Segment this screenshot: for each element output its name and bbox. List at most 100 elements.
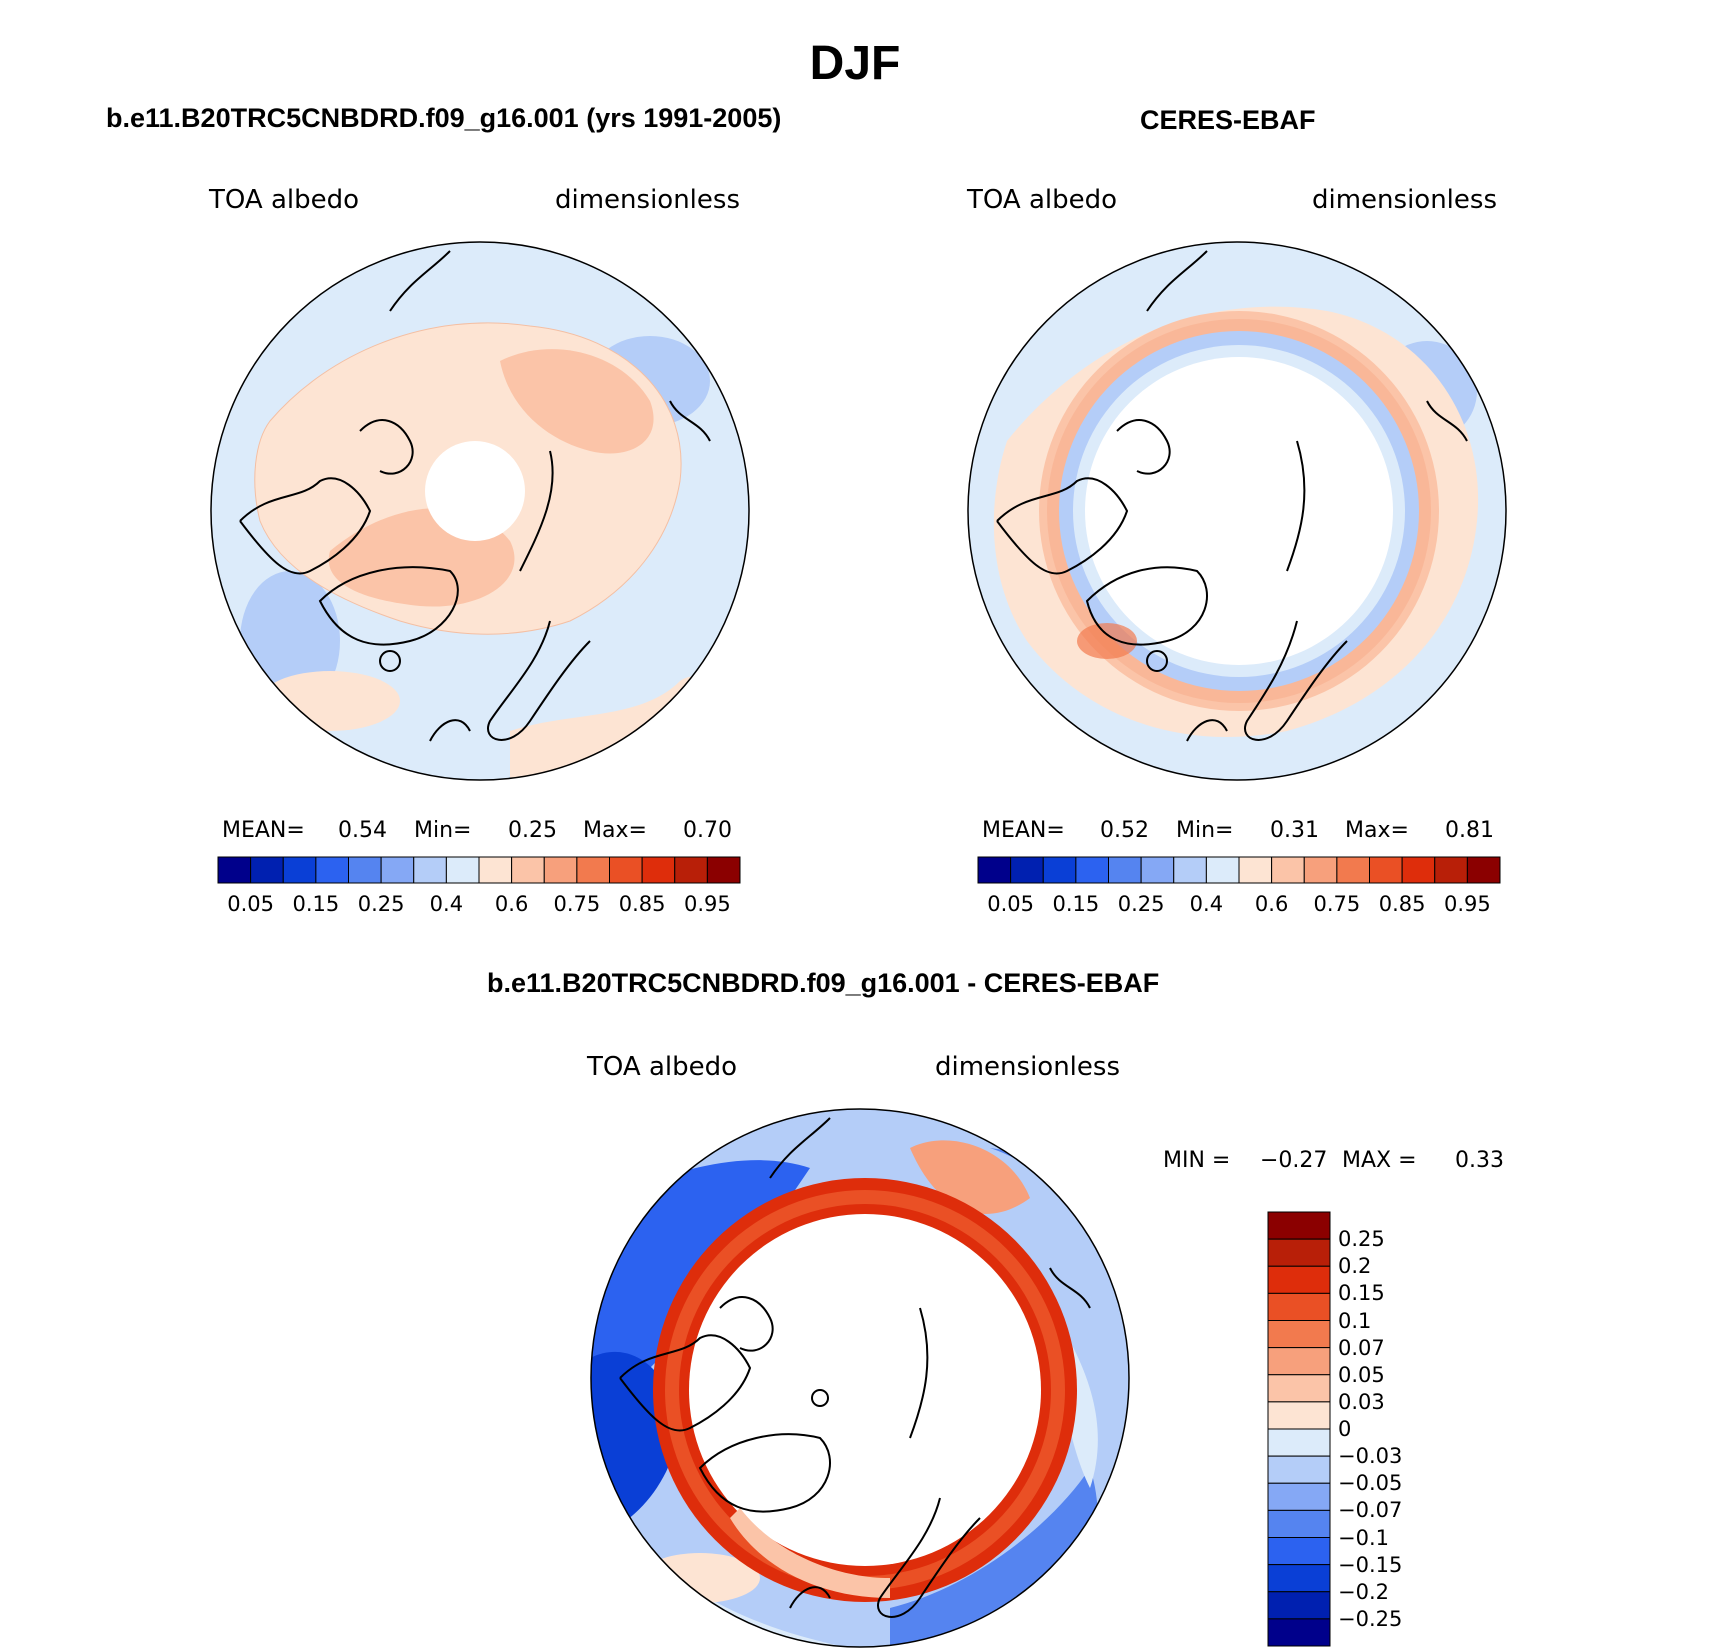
- colorbar-tick-label: 0.2: [1338, 1254, 1372, 1279]
- colorbar-tick-label: 0.4: [1189, 892, 1224, 916]
- colorbar-swatch: [1267, 1320, 1331, 1349]
- colorbar-swatch: [511, 856, 545, 884]
- panel-3-polar-map: [590, 1108, 1130, 1648]
- colorbar-swatch: [1267, 1564, 1331, 1593]
- colorbar-tick-label: 0.07: [1338, 1335, 1385, 1360]
- colorbar-tick-label: −0.15: [1338, 1552, 1403, 1577]
- colorbar-tick-label: −0.25: [1338, 1606, 1403, 1631]
- coastlines: [619, 1117, 1091, 1618]
- panel-2-units-label: dimensionless: [1312, 185, 1497, 215]
- colorbar-swatch: [706, 856, 741, 884]
- panel-1-colorbar: [217, 856, 741, 884]
- colorbar-tick-label: 0.6: [494, 892, 529, 916]
- colorbar-tick-label: 0.15: [1338, 1281, 1385, 1306]
- colorbar-swatch: [1075, 856, 1109, 884]
- colorbar-tick-label: 0.25: [1338, 1227, 1385, 1252]
- colorbar-swatch: [1267, 1618, 1331, 1647]
- colorbar-swatch: [1267, 1591, 1331, 1620]
- colorbar-swatch: [1267, 1238, 1331, 1267]
- colorbar-tick-label: 0.25: [357, 892, 405, 916]
- colorbar-swatch: [1466, 856, 1501, 884]
- colorbar-swatch: [1238, 856, 1273, 884]
- colorbar-swatch: [1267, 1537, 1331, 1566]
- colorbar-swatch: [1267, 1509, 1331, 1538]
- colorbar-tick-label: 0.05: [987, 892, 1035, 916]
- panel-3-max-value: 0.33: [1455, 1148, 1504, 1173]
- colorbar-tick-label: 0.03: [1338, 1389, 1385, 1414]
- colorbar-swatch: [413, 856, 447, 884]
- panel-3-units-label: dimensionless: [935, 1052, 1120, 1082]
- panel-2-min-label: Min=: [1176, 818, 1234, 843]
- colorbar-tick-label: 0.95: [1443, 892, 1491, 916]
- colorbar-swatch: [674, 856, 708, 884]
- colorbar-tick-label: −0.05: [1338, 1471, 1403, 1496]
- colorbar-tick-label: 0.6: [1254, 892, 1289, 916]
- colorbar-swatch: [315, 856, 349, 884]
- colorbar-tick-label: −0.03: [1338, 1444, 1403, 1469]
- panel-1-mean-value: 0.54: [338, 818, 387, 843]
- colorbar-tick-label: 0.85: [1378, 892, 1426, 916]
- colorbar-tick-label: 0.25: [1117, 892, 1165, 916]
- panel-1-mean-label: MEAN=: [222, 818, 305, 843]
- colorbar-swatch: [250, 856, 284, 884]
- panel-2-mean-value: 0.52: [1100, 818, 1149, 843]
- missing-data-region: [689, 1214, 1041, 1566]
- colorbar-swatch: [1267, 1265, 1331, 1294]
- colorbar-tick-label: 0.75: [553, 892, 601, 916]
- colorbar-tick-label: 0.1: [1338, 1308, 1372, 1333]
- missing-data-region: [1085, 357, 1393, 665]
- colorbar-swatch: [1303, 856, 1338, 884]
- colorbar-swatch: [1336, 856, 1370, 884]
- panel-3-colorbar: [1267, 1211, 1331, 1647]
- colorbar-swatch: [1267, 1401, 1331, 1430]
- colorbar-tick-label: 0.95: [683, 892, 731, 916]
- colorbar-swatch: [478, 856, 513, 884]
- panel-3-variable-label: TOA albedo: [587, 1052, 738, 1082]
- panel-2-title: CERES-EBAF: [1140, 105, 1316, 135]
- colorbar-tick-label: 0.05: [227, 892, 275, 916]
- colorbar-tick-label: −0.1: [1338, 1525, 1389, 1550]
- colorbar-swatch: [1267, 1211, 1331, 1240]
- colorbar-swatch: [543, 856, 578, 884]
- colorbar-tick-label: 0.05: [1338, 1362, 1385, 1387]
- colorbar-swatch: [1271, 856, 1305, 884]
- panel-2-max-label: Max=: [1345, 818, 1409, 843]
- colorbar-swatch: [1369, 856, 1403, 884]
- coastlines: [239, 250, 711, 742]
- panel-1-max-value: 0.70: [683, 818, 732, 843]
- colorbar-swatch: [1010, 856, 1044, 884]
- panel-2-polar-map: [967, 241, 1507, 781]
- colorbar-swatch: [1267, 1482, 1331, 1511]
- missing-data-pole: [425, 441, 525, 541]
- panel-1-min-value: 0.25: [508, 818, 557, 843]
- colorbar-swatch: [1140, 856, 1175, 884]
- colorbar-tick-label: 0.75: [1313, 892, 1361, 916]
- coastlines: [996, 250, 1468, 742]
- panel-1-min-label: Min=: [414, 818, 472, 843]
- colorbar-swatch: [217, 856, 252, 884]
- colorbar-tick-label: −0.2: [1338, 1579, 1389, 1604]
- colorbar-swatch: [609, 856, 643, 884]
- colorbar-tick-label: 0.15: [1052, 892, 1100, 916]
- figure-title: DJF: [809, 37, 901, 90]
- colorbar-tick-label: 0.4: [429, 892, 464, 916]
- panel-2-max-value: 0.81: [1445, 818, 1494, 843]
- panel-1-polar-map: [210, 241, 750, 781]
- colorbar-swatch: [380, 856, 415, 884]
- colorbar-swatch: [348, 856, 382, 884]
- colorbar-swatch: [641, 856, 676, 884]
- colorbar-swatch: [1042, 856, 1077, 884]
- panel-2-mean-label: MEAN=: [982, 818, 1065, 843]
- colorbar-swatch: [1267, 1347, 1331, 1376]
- panel-2-min-value: 0.31: [1270, 818, 1319, 843]
- colorbar-swatch: [1267, 1455, 1331, 1484]
- panel-3-title: b.e11.B20TRC5CNBDRD.f09_g16.001 - CERES-…: [487, 968, 1160, 998]
- colorbar-swatch: [1267, 1428, 1331, 1457]
- colorbar-swatch: [282, 856, 317, 884]
- colorbar-swatch: [576, 856, 610, 884]
- colorbar-swatch: [1173, 856, 1207, 884]
- panel-1-title: b.e11.B20TRC5CNBDRD.f09_g16.001 (yrs 199…: [106, 103, 782, 133]
- colorbar-tick-label: −0.07: [1338, 1498, 1403, 1523]
- panel-3-min-value: −0.27: [1260, 1148, 1328, 1173]
- colorbar-swatch: [1267, 1374, 1331, 1403]
